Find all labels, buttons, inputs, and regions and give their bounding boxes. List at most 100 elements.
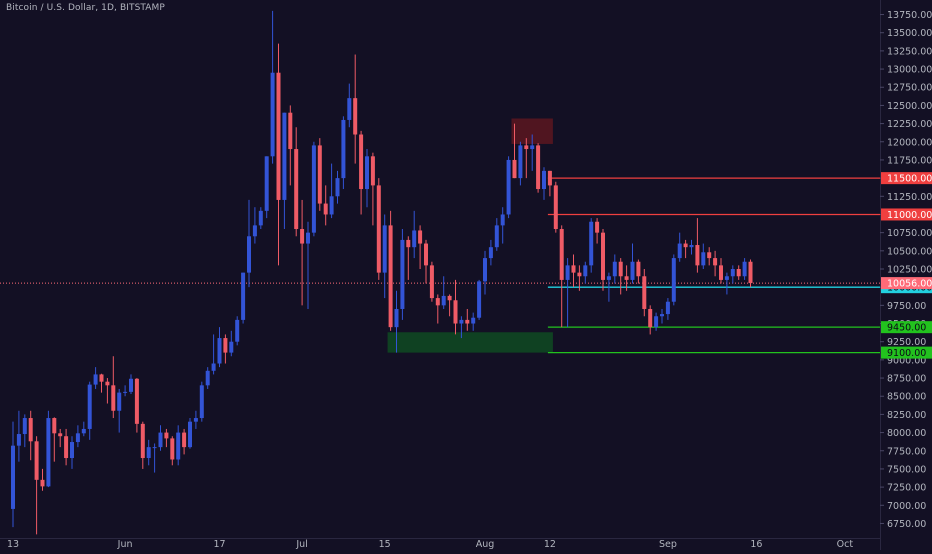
- candle-body: [459, 319, 464, 324]
- y-tick-label: 8000.00: [887, 428, 926, 439]
- candle-body: [618, 261, 623, 277]
- candle-body: [347, 98, 352, 120]
- y-tick-label: 13250.00: [887, 46, 932, 57]
- candle-body: [93, 374, 98, 385]
- candle-body: [129, 378, 133, 392]
- candle-body: [689, 245, 694, 248]
- candle-body: [105, 381, 110, 386]
- candle-body: [117, 392, 122, 411]
- candle-body: [500, 214, 505, 226]
- x-tick-label: 16: [750, 539, 762, 550]
- candle-body: [40, 479, 45, 487]
- y-tick-label: 13500.00: [887, 28, 932, 39]
- y-tick-label: 10250.00: [887, 265, 932, 276]
- candle-body: [465, 319, 470, 324]
- candle-body: [252, 225, 257, 237]
- candle-body: [730, 269, 735, 277]
- candle-body: [447, 295, 452, 301]
- last-price-tag-bg: [881, 277, 932, 290]
- candle-body: [353, 98, 358, 135]
- candle-body: [241, 272, 246, 320]
- candle-body: [235, 319, 240, 342]
- candle-body: [329, 196, 334, 215]
- candle-body: [671, 258, 676, 302]
- y-tick-label: 9250.00: [887, 337, 926, 348]
- candle-body: [677, 243, 682, 259]
- candle-body: [435, 298, 440, 306]
- y-tick-label: 13000.00: [887, 65, 932, 76]
- candle-body: [306, 232, 310, 244]
- candle-body: [665, 301, 670, 315]
- y-tick-label: 6750.00: [887, 519, 926, 530]
- x-tick-label: 15: [379, 539, 391, 550]
- candle-body: [695, 245, 700, 266]
- y-tick-label: 7250.00: [887, 483, 926, 494]
- candle-body: [46, 418, 51, 487]
- y-tick-label: 12250.00: [887, 119, 932, 130]
- candle-body: [288, 112, 293, 150]
- x-tick-label: 13: [7, 539, 19, 550]
- y-tick-label: 10750.00: [887, 228, 932, 239]
- y-tick-label: 7500.00: [887, 464, 926, 475]
- candle-body: [16, 434, 21, 446]
- candle-body: [589, 221, 594, 266]
- candle-body: [22, 418, 27, 435]
- candle-body: [282, 112, 287, 200]
- candle-body: [388, 225, 393, 328]
- y-tick-label: 11750.00: [887, 155, 932, 166]
- candle-body: [412, 230, 417, 248]
- candle-body: [748, 261, 753, 284]
- candle-body: [152, 447, 157, 449]
- candle-body: [736, 269, 741, 277]
- y-tick-label: 8250.00: [887, 410, 926, 421]
- candle-body: [211, 363, 216, 371]
- candle-body: [713, 258, 718, 266]
- x-tick-label: Oct: [837, 539, 854, 550]
- support-price-tag-label: 9450.00: [887, 323, 926, 334]
- candle-body: [565, 265, 570, 280]
- candle-body: [75, 433, 80, 443]
- candle-body: [630, 261, 635, 280]
- candle-body: [441, 295, 446, 306]
- candle-body: [64, 436, 69, 459]
- candle-body: [123, 391, 128, 393]
- candle-body: [335, 178, 340, 197]
- support-price-tag-label: 9100.00: [887, 348, 926, 359]
- candle-body: [648, 308, 653, 328]
- candle-body: [512, 159, 517, 179]
- candle-body: [81, 428, 86, 434]
- y-tick-label: 9750.00: [887, 301, 926, 312]
- candle-body: [134, 378, 139, 424]
- candle-body: [294, 149, 299, 230]
- candle-body: [270, 72, 275, 157]
- candle-body: [247, 236, 251, 273]
- candle-body: [601, 232, 605, 280]
- candle-body: [424, 243, 428, 266]
- candle-body: [636, 261, 641, 277]
- candle-body: [559, 229, 564, 280]
- y-tick-label: 8500.00: [887, 392, 926, 403]
- candle-body: [406, 239, 411, 248]
- x-tick-label: 17: [213, 539, 225, 550]
- candle-body: [547, 170, 552, 186]
- candle-body: [317, 145, 322, 204]
- candle-body: [382, 225, 387, 273]
- candle-body: [341, 119, 346, 179]
- candle-body: [28, 418, 33, 442]
- candle-body: [606, 276, 611, 280]
- candle-body: [370, 156, 375, 186]
- candle-body: [660, 314, 664, 317]
- y-tick-label: 12500.00: [887, 101, 932, 112]
- candle-body: [724, 276, 729, 280]
- x-tick-label: Jul: [295, 539, 307, 550]
- candle-body: [394, 308, 399, 328]
- candle-body: [719, 265, 723, 280]
- candle-body: [365, 156, 369, 190]
- candle-body: [146, 447, 151, 459]
- candle-body: [477, 281, 482, 318]
- support-price-tag-bg: [881, 321, 932, 334]
- candle-body: [683, 243, 688, 248]
